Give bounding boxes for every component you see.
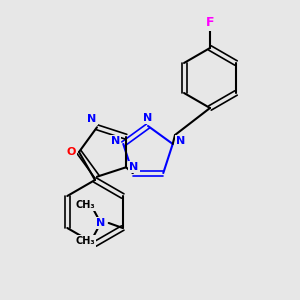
Text: N: N [143,113,153,123]
Text: O: O [66,147,76,157]
Text: CH₃: CH₃ [76,236,95,246]
Text: N: N [87,114,97,124]
Text: CH₃: CH₃ [76,200,95,210]
Text: N: N [96,218,105,228]
Text: N: N [129,162,139,172]
Text: N: N [111,136,120,146]
Text: N: N [176,136,185,146]
Text: F: F [206,16,214,29]
